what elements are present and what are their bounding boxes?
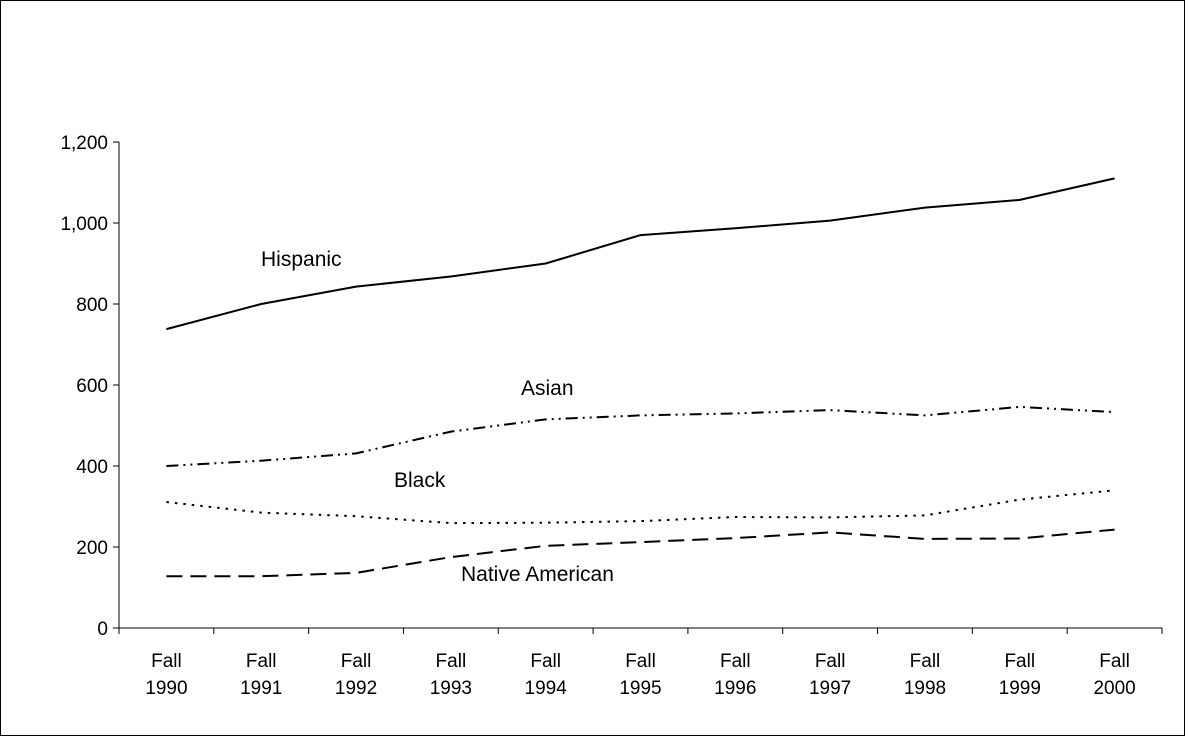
series-label-native-american: Native American [461,563,614,586]
x-tick-label: 1997 [809,678,851,699]
series-label-hispanic: Hispanic [261,248,342,271]
x-tick-label: Fall [151,651,182,672]
x-tick-label: 1993 [430,678,472,699]
x-tick-label: Fall [341,651,372,672]
x-tick-label: Fall [815,651,846,672]
x-tick-label: 1991 [240,678,282,699]
x-tick-label: Fall [436,651,467,672]
y-tick-label: 1,000 [60,214,108,235]
y-tick-label: 800 [76,295,108,316]
x-tick-label: 1990 [145,678,187,699]
x-tick-label: 1995 [619,678,661,699]
x-tick-label: Fall [720,651,751,672]
x-tick-label: 2000 [1093,678,1135,699]
x-tick-label: 1994 [525,678,568,699]
y-tick-label: 0 [97,619,108,640]
y-tick-label: 600 [76,376,108,397]
x-tick-label: Fall [1099,651,1130,672]
x-tick-label: Fall [1004,651,1035,672]
x-tick-label: 1998 [904,678,946,699]
series-line-asian [166,405,1115,467]
x-tick-label: 1999 [999,678,1041,699]
x-tick-label: 1992 [335,678,377,699]
x-tick-label: 1996 [714,678,756,699]
y-tick-label: 200 [76,538,108,559]
series-line-hispanic [166,177,1115,331]
y-tick-label: 400 [76,457,108,478]
y-tick-label: 1,200 [60,133,108,154]
series-label-asian: Asian [521,377,574,400]
x-tick-label: Fall [910,651,941,672]
series-label-black: Black [394,469,446,492]
series-line-native-american [166,528,1115,578]
x-tick-label: Fall [246,651,277,672]
x-tick-label: Fall [530,651,561,672]
x-tick-label: Fall [625,651,656,672]
series-line-black [166,489,1115,525]
